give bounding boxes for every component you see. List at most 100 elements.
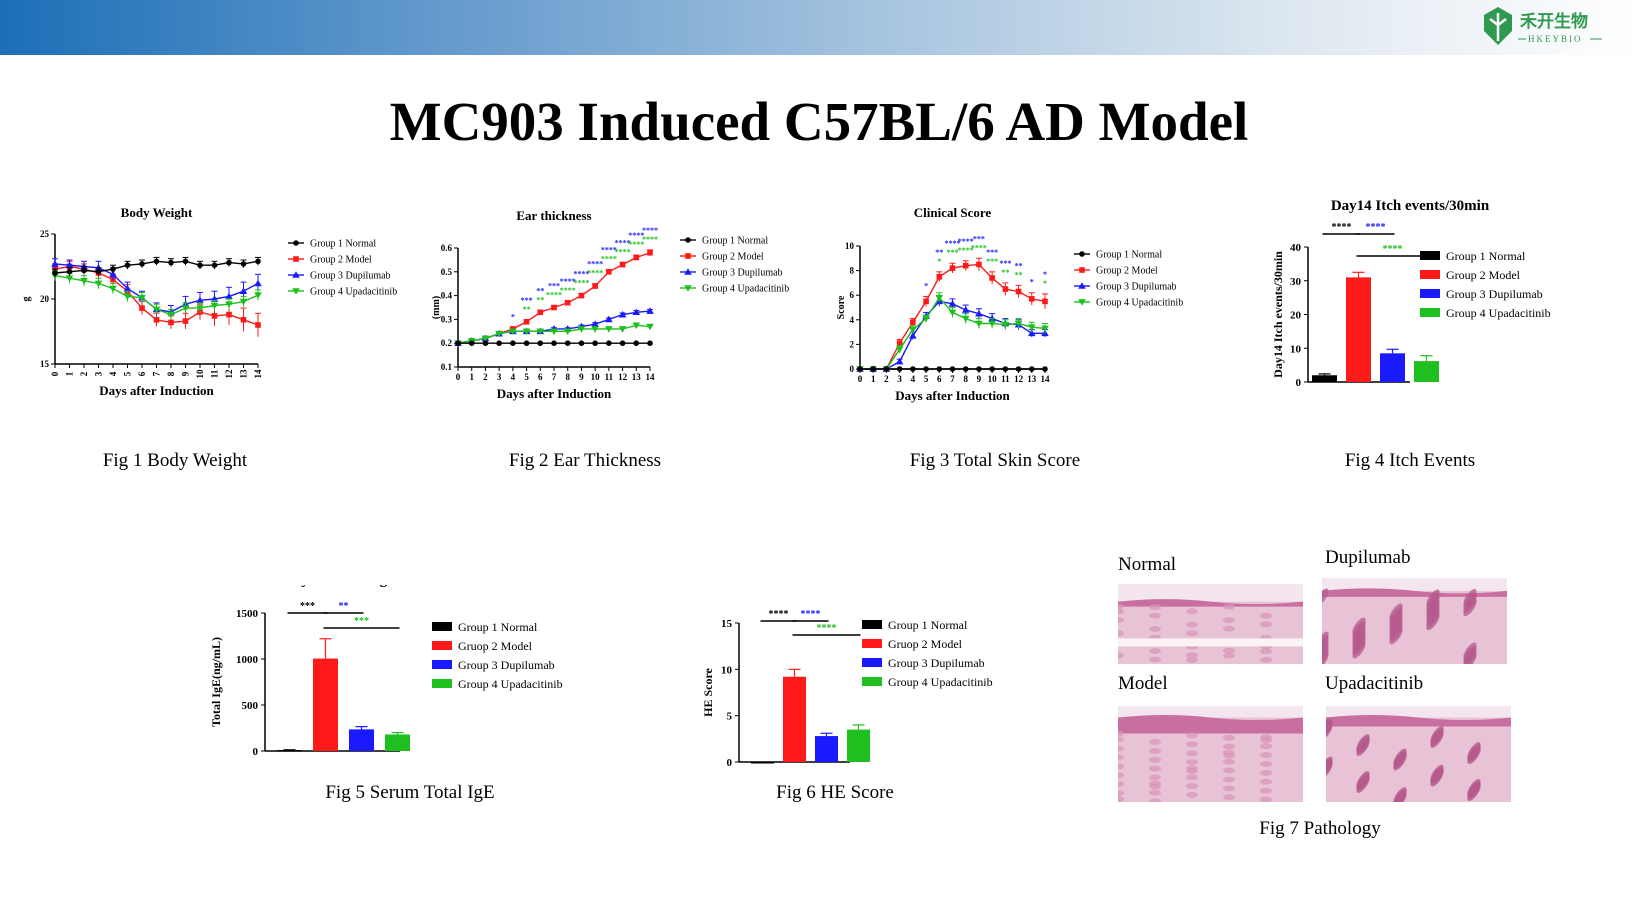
collagen-fiber: [1223, 617, 1235, 624]
fig2-caption: Fig 2 Ear Thickness: [508, 450, 662, 471]
y-axis-label: Day14 Itch events/30min: [1271, 251, 1285, 378]
significance-label: **: [536, 295, 544, 304]
data-point: [605, 315, 613, 323]
significance-label: **: [935, 248, 943, 257]
x-tick-label: 14: [1041, 374, 1051, 384]
significance-label: ****: [587, 260, 603, 269]
legend-label: Group 4 Upadacitinib: [1446, 306, 1551, 320]
data-point: [211, 313, 218, 319]
x-tick-label: 7: [152, 371, 162, 376]
legend-label: Group 3 Dupilumab: [458, 658, 555, 672]
data-point: [976, 366, 982, 372]
collagen-fiber: [1186, 765, 1198, 772]
significance-label: ****: [601, 245, 617, 254]
significance-label: ***: [300, 601, 315, 612]
data-point: [935, 294, 944, 302]
data-point: [481, 335, 490, 343]
y-tick-label: 500: [242, 700, 259, 712]
collagen-fiber: [1223, 758, 1235, 765]
collagen-fiber: [1186, 783, 1198, 789]
data-point: [936, 273, 943, 280]
data-point: [578, 340, 585, 346]
data-point: [292, 288, 300, 295]
data-point: [551, 304, 557, 311]
data-point: [989, 275, 995, 281]
data-point: [537, 309, 544, 316]
data-point: [975, 309, 983, 317]
significance-label: **: [1015, 270, 1023, 279]
significance-label: ***: [521, 296, 533, 305]
x-tick-label: 1: [871, 374, 876, 384]
data-point: [138, 294, 146, 302]
significance-label: ***: [999, 259, 1011, 268]
data-point: [922, 315, 930, 323]
data-point: [293, 256, 299, 262]
follicle: [1430, 730, 1444, 748]
x-tick-label: 13: [239, 369, 249, 379]
collagen-fiber: [1149, 656, 1161, 663]
data-point: [168, 319, 174, 326]
legend-swatch: [862, 620, 882, 629]
data-point: [618, 326, 627, 333]
x-tick-label: 10: [988, 374, 998, 384]
logo-en-text: HKEYBIO: [1528, 34, 1583, 44]
data-point: [225, 292, 233, 300]
logo-cn-text: 禾开生物: [1520, 11, 1588, 31]
bar: [815, 736, 838, 762]
data-point: [605, 326, 613, 333]
data-point: [606, 340, 612, 346]
data-point: [592, 283, 598, 289]
data-point: [975, 320, 983, 328]
y-tick-label: 0: [850, 364, 855, 374]
y-tick-label: 20: [1290, 310, 1302, 322]
significance-label: ****: [615, 247, 631, 256]
header-banner: [0, 0, 1638, 55]
data-point: [910, 319, 916, 326]
data-point: [896, 366, 903, 372]
data-point: [633, 254, 640, 261]
legend-label: Group 1 Normal: [458, 620, 538, 634]
follicle: [1389, 603, 1403, 621]
follicle: [1322, 588, 1329, 606]
x-tick-label: 9: [579, 372, 584, 382]
data-point: [110, 266, 116, 272]
bar: [277, 750, 302, 752]
data-point: [619, 261, 626, 268]
y-tick-label: 0.4: [441, 291, 453, 301]
data-point: [226, 311, 232, 318]
significance-label: ****: [971, 243, 987, 252]
x-tick-label: 10: [195, 369, 205, 379]
collagen-fiber: [1223, 794, 1235, 801]
collagen-fiber: [1223, 785, 1235, 792]
data-point: [1042, 366, 1048, 372]
collagen-fiber: [1223, 652, 1235, 659]
collagen-fiber: [1149, 604, 1161, 610]
legend-label: Gruop 2 Model: [888, 637, 963, 651]
y-axis-label: Total IgE(ng/mL): [209, 637, 223, 727]
collagen-fiber: [1149, 765, 1161, 772]
significance-label: *: [1030, 278, 1034, 287]
legend-label: Group 1 Normal: [1096, 250, 1162, 261]
y-axis-label: g: [21, 297, 32, 302]
collagen-fiber: [1118, 781, 1124, 788]
x-tick-label: 6: [137, 371, 147, 376]
x-axis-label: Days after Induction: [497, 386, 612, 401]
x-tick-label: 11: [605, 372, 614, 382]
x-tick-label: 13: [632, 372, 642, 382]
y-tick-label: 5: [727, 711, 733, 723]
data-point: [976, 261, 982, 268]
significance-label: ***: [548, 282, 560, 291]
significance-label: **: [536, 286, 544, 295]
x-tick-label: 9: [181, 371, 191, 376]
bar: [1346, 277, 1371, 382]
epidermis-layer: [1326, 715, 1511, 727]
bar: [1380, 353, 1405, 382]
data-point: [962, 262, 969, 269]
legend-label: Group 1 Normal: [702, 236, 768, 247]
data-point: [923, 366, 929, 372]
collagen-fiber: [1260, 760, 1272, 767]
chart-title: Clinical Score: [914, 207, 992, 220]
